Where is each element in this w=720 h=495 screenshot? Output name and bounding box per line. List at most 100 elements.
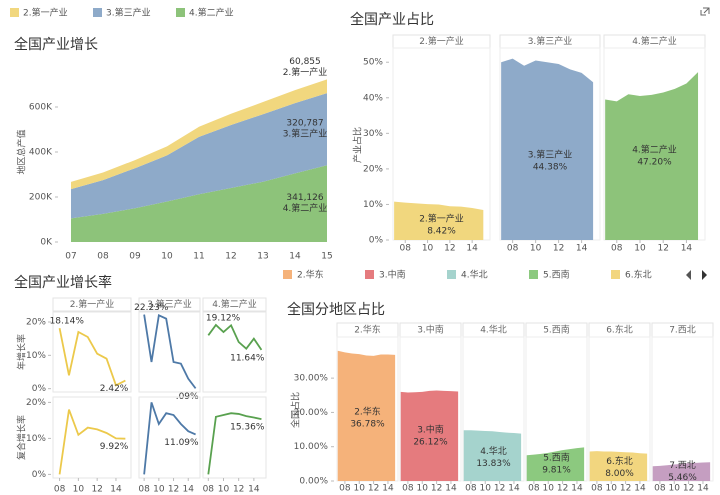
x-tick-label: 08 [400, 244, 412, 254]
x-tick-label: 12 [225, 252, 236, 262]
x-tick-label: 11 [193, 252, 204, 262]
legend-prev[interactable] [686, 270, 691, 280]
x-tick-label: 12 [431, 484, 442, 494]
x-tick-label: 08 [528, 484, 540, 494]
data-label: 11.64% [230, 353, 265, 363]
x-tick-label: 08 [97, 252, 109, 262]
x-tick-label: 12 [368, 484, 379, 494]
data-label: 36.78% [350, 419, 385, 429]
data-label: 11.09% [164, 438, 199, 448]
legend-swatch [447, 270, 456, 279]
area [589, 451, 648, 481]
x-tick-label: 08 [402, 484, 414, 494]
legend-next[interactable] [702, 270, 707, 280]
panel-header-label: 4.华北 [480, 324, 507, 336]
x-tick-label: 14 [508, 484, 520, 494]
panel-header-label: 3.第三产业 [528, 35, 573, 47]
x-tick-label: 10 [417, 484, 429, 494]
x-tick-label: 14 [248, 485, 260, 495]
y-tick-label: 30.00% [294, 374, 329, 384]
panel-header [138, 297, 201, 312]
y-tick-label: 20.00% [294, 408, 329, 418]
data-label: 9.81% [542, 466, 571, 476]
panel [138, 396, 201, 479]
area [400, 390, 459, 481]
x-tick-label: 14 [576, 244, 588, 254]
x-tick-label: 12 [233, 485, 244, 495]
area [605, 72, 699, 240]
line [207, 412, 262, 475]
legend-label: 2.华东 [297, 269, 324, 281]
x-tick-label: 08 [203, 485, 215, 495]
x-tick-label: 08 [138, 485, 150, 495]
panel [202, 396, 267, 479]
legend-label: 4.华北 [461, 269, 488, 281]
expand-icon[interactable] [700, 7, 710, 16]
data-label-name: 4.第二产业 [632, 144, 677, 156]
panel [202, 311, 267, 393]
data-label: 26.12% [413, 438, 448, 448]
data-label: 320,787 [286, 119, 323, 129]
legend-label: 2.第一产业 [23, 7, 68, 19]
data-label: 22.23% [134, 303, 169, 313]
y-tick-label: 40% [363, 93, 383, 103]
x-tick-label: 07 [65, 252, 76, 262]
x-tick-label: 14 [289, 252, 301, 262]
y-axis-label: 地区总产值 [16, 129, 28, 174]
x-tick-label: 12 [657, 244, 668, 254]
panel-header-label: 2.第一产业 [70, 298, 115, 310]
row-label: 年增长率 [16, 334, 28, 370]
x-tick-label: 08 [654, 484, 666, 494]
x-tick-label: 14 [697, 484, 709, 494]
panel-header-label: 3.第三产业 [147, 298, 192, 310]
area [463, 430, 522, 481]
x-tick-label: 10 [543, 484, 555, 494]
panel [52, 311, 132, 393]
data-label: 5.46% [668, 473, 697, 483]
data-label-name: 5.西南 [543, 452, 570, 464]
y-tick-label: 10.00% [294, 442, 329, 452]
data-label: 2.42% [100, 384, 129, 394]
x-tick-label: 14 [681, 244, 693, 254]
x-tick-label: 08 [339, 484, 351, 494]
x-tick-label: 10 [606, 484, 618, 494]
x-tick-label: 10 [354, 484, 366, 494]
legend-swatch [283, 270, 292, 279]
panel-header-label: 4.第二产业 [632, 35, 677, 47]
panel-header-label: 2.第一产业 [419, 35, 464, 47]
data-label: 8.42% [427, 227, 456, 237]
x-tick-label: 14 [634, 484, 646, 494]
data-label: 8.00% [605, 469, 634, 479]
x-tick-label: 08 [507, 244, 519, 254]
chart-title: 全国分地区占比 [287, 301, 385, 318]
area [394, 201, 484, 240]
legend-swatch [93, 8, 102, 17]
data-label: 15.36% [230, 423, 265, 433]
x-tick-label: 10 [161, 252, 173, 262]
area [501, 58, 594, 240]
y-tick-label: 30% [363, 129, 383, 139]
x-tick-label: 13 [257, 252, 268, 262]
line [58, 328, 126, 387]
panel [52, 396, 132, 479]
x-tick-label: 12 [494, 484, 505, 494]
x-tick-label: 12 [683, 484, 694, 494]
x-tick-label: 12 [557, 484, 568, 494]
line [58, 409, 126, 475]
x-tick-label: 10 [634, 244, 646, 254]
panel-header-label: 3.中南 [417, 324, 444, 336]
data-label: 9.92% [100, 442, 129, 452]
x-tick-label: 10 [73, 485, 85, 495]
data-label-name: 4.第二产业 [283, 202, 328, 214]
legend-swatch [365, 270, 374, 279]
legend-label: 6.东北 [625, 269, 652, 281]
x-tick-label: 14 [110, 485, 122, 495]
legend-swatch [10, 8, 19, 17]
data-label-name: 6.东北 [606, 455, 633, 467]
y-tick-label: 20% [26, 318, 46, 328]
y-tick-label: 200K [29, 193, 53, 203]
area [71, 93, 327, 219]
x-tick-label: 14 [445, 484, 457, 494]
legend-label: 5.西南 [543, 269, 570, 281]
